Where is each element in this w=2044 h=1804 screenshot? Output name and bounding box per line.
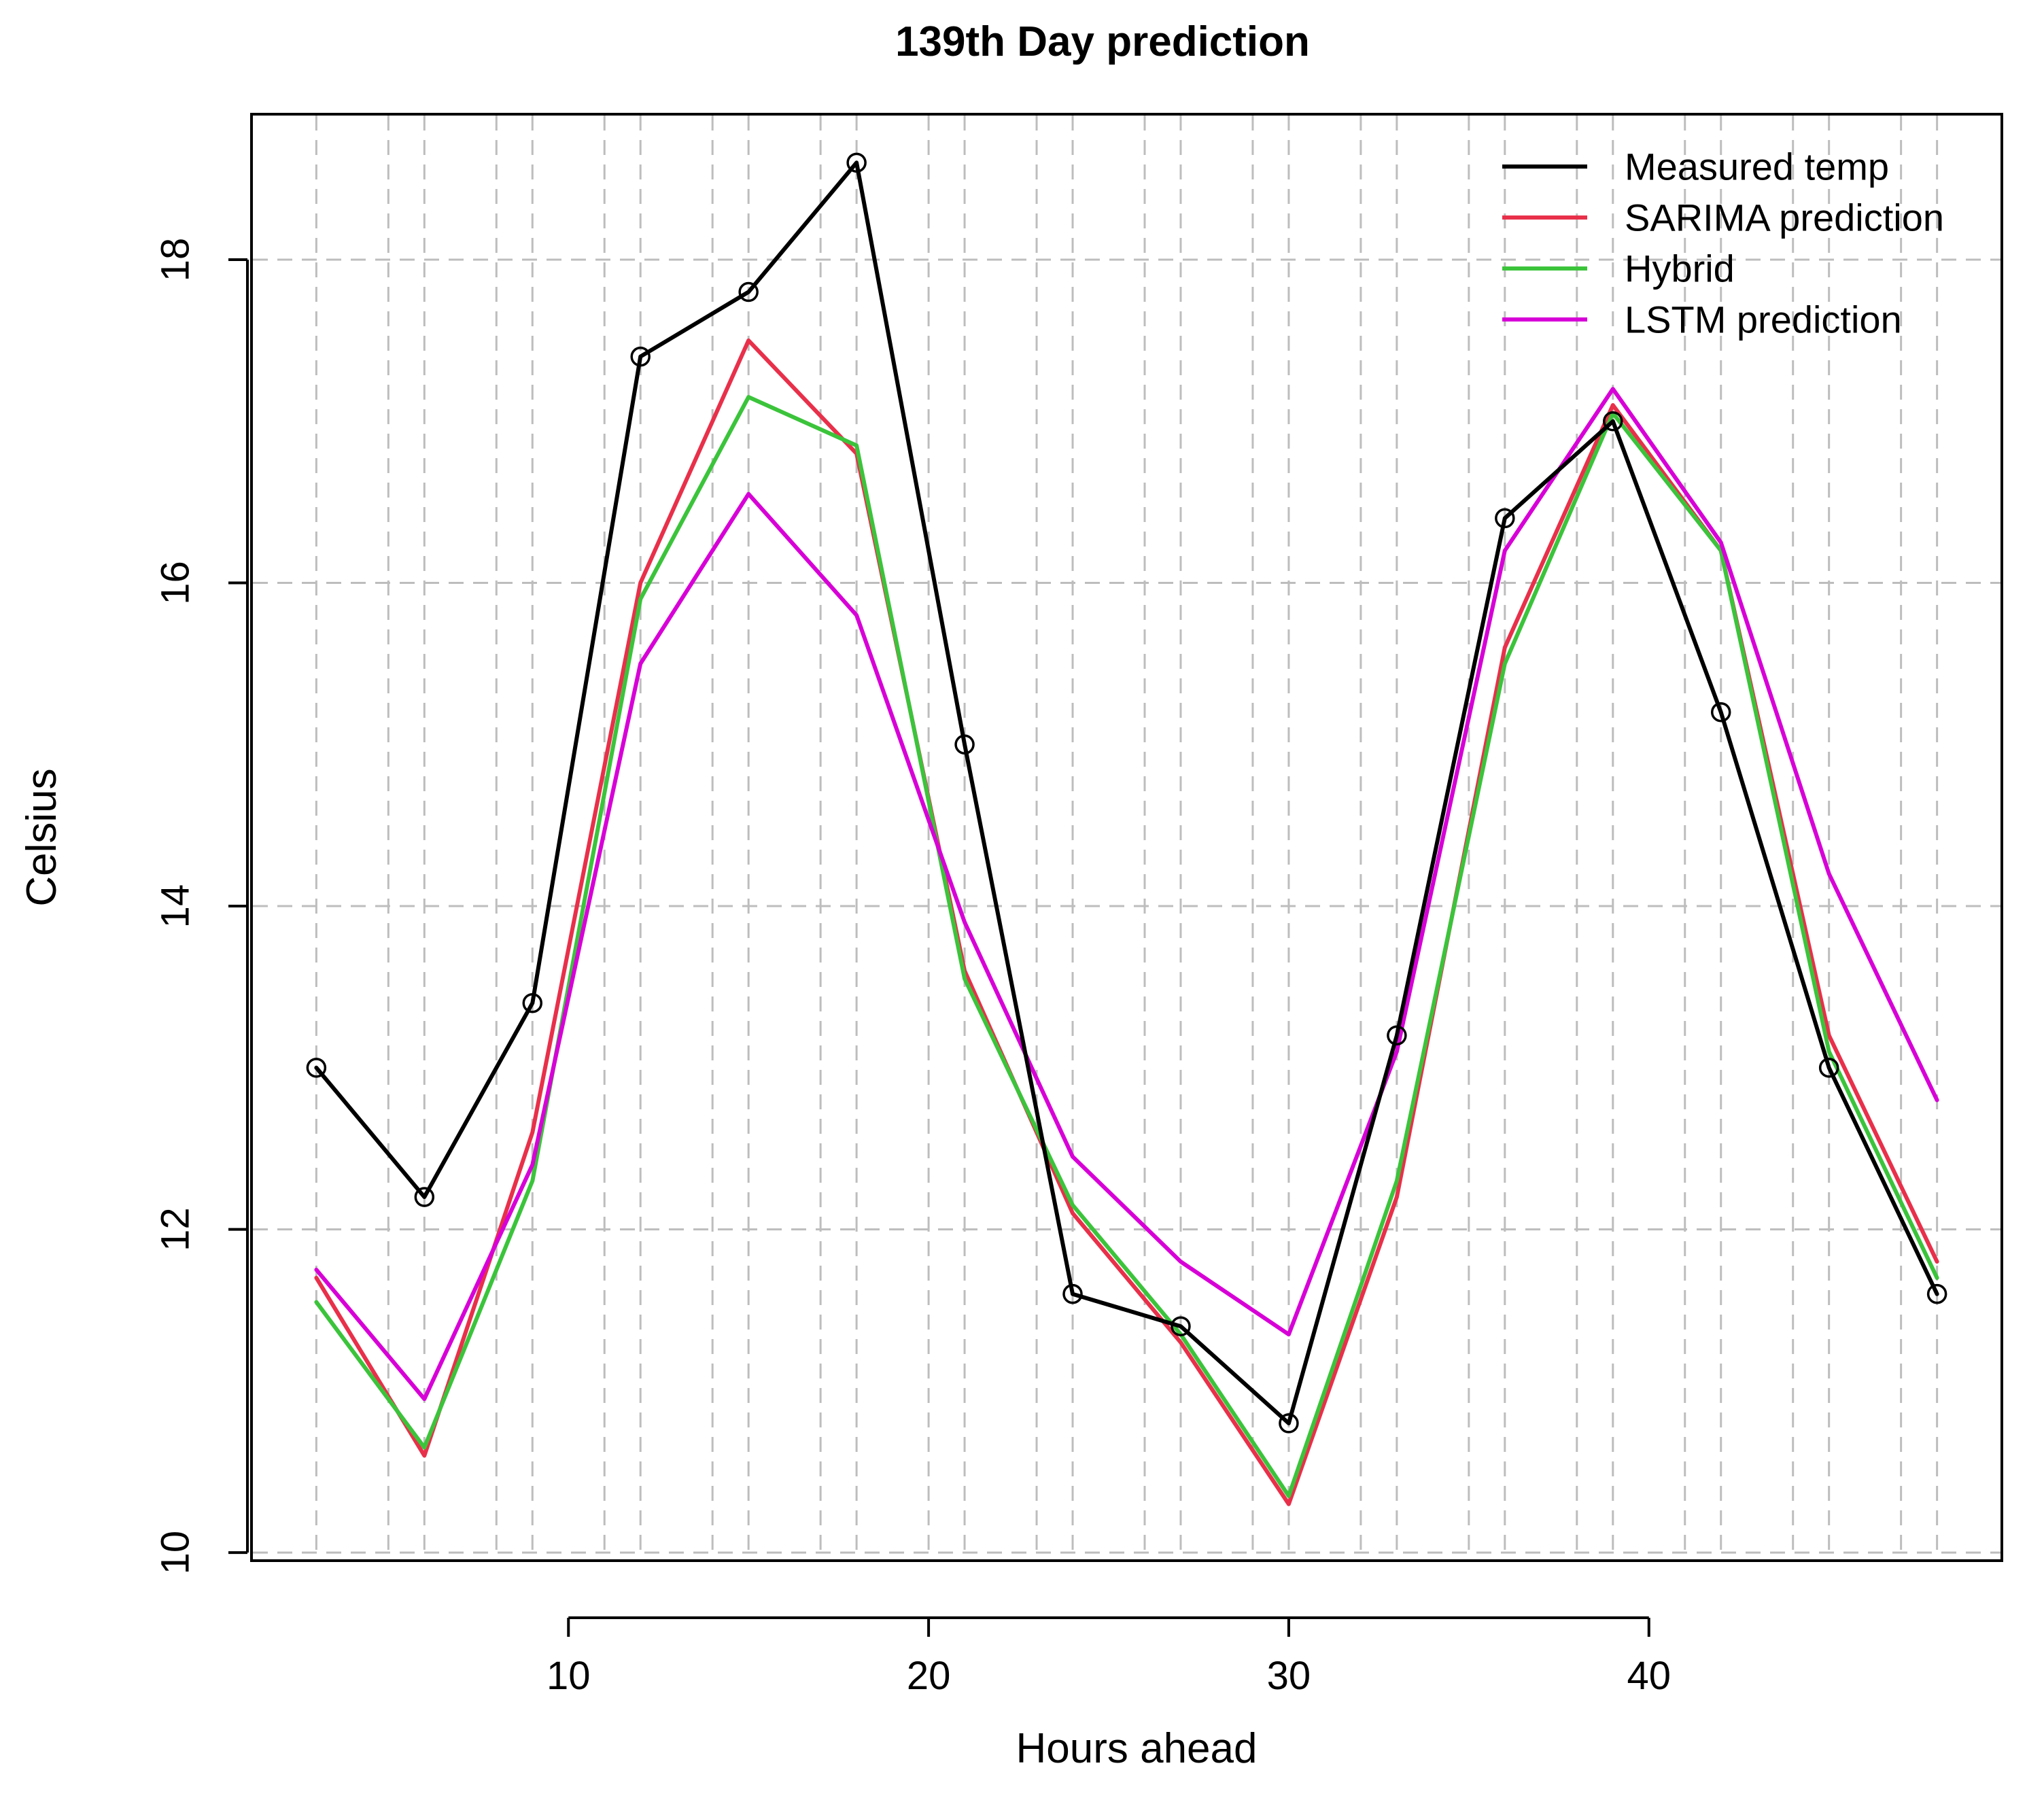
axes-layer: 10 20 30 40 10 12 14 16 18 xyxy=(154,238,1671,1698)
legend-label-measured-temp: Measured temp xyxy=(1625,145,1889,188)
data-point-measured-temp xyxy=(306,1058,327,1078)
data-point-measured-temp xyxy=(1279,1413,1299,1434)
y-tick-label: 18 xyxy=(154,238,198,282)
data-point-measured-temp xyxy=(1387,1025,1407,1046)
data-point-measured-temp xyxy=(1818,1058,1839,1078)
data-point-measured-temp xyxy=(1495,508,1515,529)
legend-label-sarima-prediction: SARIMA prediction xyxy=(1625,196,1944,239)
y-axis-label: Celsius xyxy=(18,768,65,906)
data-point-measured-temp xyxy=(414,1187,435,1207)
data-point-measured-temp xyxy=(1710,701,1731,723)
legend-label-lstm-prediction: LSTM prediction xyxy=(1625,298,1902,341)
data-point-measured-temp xyxy=(630,346,651,367)
data-point-measured-temp xyxy=(1926,1283,1947,1304)
data-point-measured-temp xyxy=(1062,1283,1083,1304)
data-point-measured-temp xyxy=(954,734,975,755)
chart-title: 139th Day prediction xyxy=(895,18,1310,65)
series-line-lstm-prediction xyxy=(314,387,1939,1402)
marker-layer xyxy=(306,152,1947,1434)
series-layer xyxy=(314,160,1939,1506)
x-tick-label: 10 xyxy=(547,1654,591,1698)
y-tick-label: 10 xyxy=(154,1531,198,1575)
grid-layer xyxy=(253,116,2000,1559)
data-point-measured-temp xyxy=(738,281,759,302)
data-point-measured-temp xyxy=(1171,1316,1191,1336)
y-tick-label: 14 xyxy=(154,884,198,929)
x-tick-label: 40 xyxy=(1627,1654,1671,1698)
series-line-sarima-prediction xyxy=(314,338,1939,1506)
series-line-measured-temp xyxy=(314,160,1939,1425)
y-tick-label: 12 xyxy=(154,1207,198,1251)
y-tick-label: 16 xyxy=(154,561,198,605)
x-tick-label: 30 xyxy=(1267,1654,1311,1698)
x-tick-label: 20 xyxy=(907,1654,951,1698)
x-axis-label: Hours ahead xyxy=(1016,1725,1257,1772)
series-line-hybrid xyxy=(314,395,1939,1498)
plot-frame xyxy=(250,113,2003,1562)
data-point-measured-temp xyxy=(846,152,867,173)
data-point-measured-temp xyxy=(522,992,543,1013)
legend-label-hybrid: Hybrid xyxy=(1625,247,1735,290)
data-point-measured-temp xyxy=(1603,411,1623,432)
legend: Measured temp SARIMA prediction Hybrid LSTM… xyxy=(1502,145,1944,341)
